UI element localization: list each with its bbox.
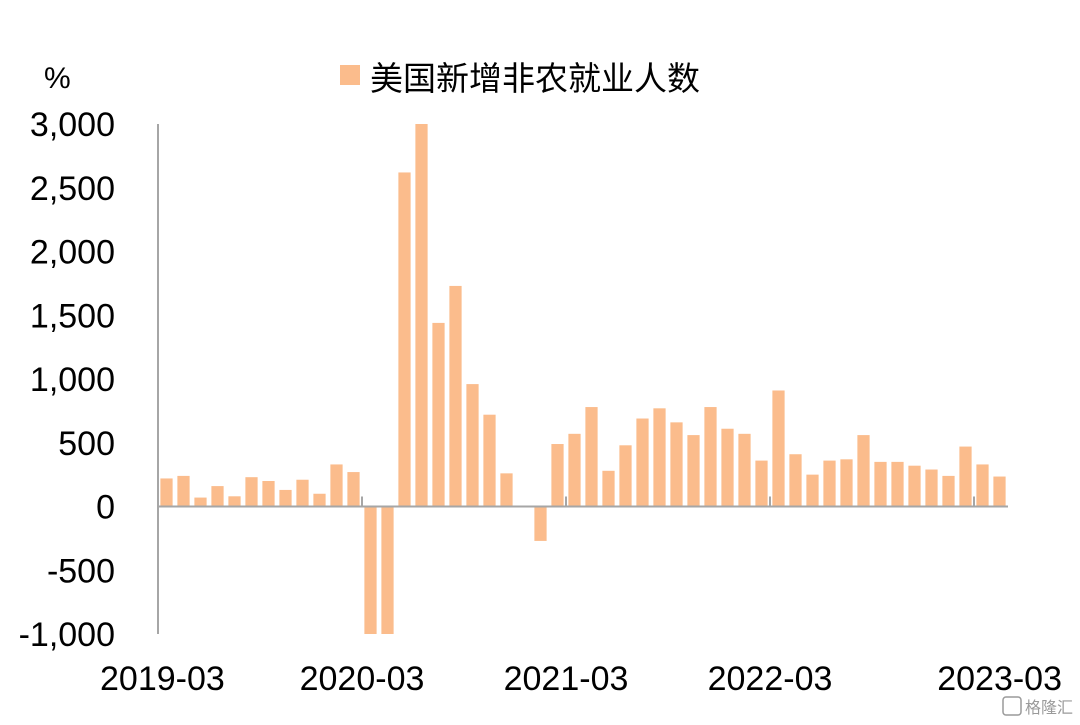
y-tick-label: -500 bbox=[47, 552, 115, 590]
bar bbox=[857, 435, 870, 507]
bar bbox=[432, 322, 445, 507]
bar bbox=[602, 470, 615, 507]
y-tick-label: 500 bbox=[58, 425, 115, 463]
x-tick-label: 2019-03 bbox=[100, 660, 225, 698]
bar bbox=[738, 433, 751, 507]
bar bbox=[500, 473, 513, 507]
legend-swatch bbox=[340, 65, 360, 85]
x-tick-label: 2020-03 bbox=[300, 660, 425, 698]
bars bbox=[160, 124, 1006, 634]
y-tick-label: 0 bbox=[96, 489, 115, 527]
bar bbox=[891, 461, 904, 507]
bar bbox=[177, 475, 190, 507]
bar bbox=[228, 496, 241, 507]
bar bbox=[755, 460, 768, 507]
bar bbox=[976, 464, 989, 507]
x-tick-label: 2022-03 bbox=[708, 660, 833, 698]
bar bbox=[959, 446, 972, 507]
bar bbox=[398, 172, 411, 507]
x-tick-label: 2023-03 bbox=[937, 660, 1062, 698]
bar bbox=[993, 476, 1006, 507]
legend: 美国新增非农就业人数 bbox=[340, 59, 700, 98]
bar bbox=[789, 454, 802, 507]
bar bbox=[636, 418, 649, 507]
bar bbox=[245, 477, 258, 507]
bar bbox=[653, 408, 666, 507]
bar bbox=[942, 475, 955, 507]
bar bbox=[415, 124, 428, 507]
bar bbox=[262, 481, 275, 507]
bar bbox=[194, 497, 207, 507]
bar bbox=[211, 486, 224, 507]
bar bbox=[925, 469, 938, 507]
x-tick-label: 2021-03 bbox=[504, 660, 629, 698]
y-axis-unit-label: % bbox=[44, 62, 71, 95]
bar bbox=[823, 460, 836, 507]
bar bbox=[330, 464, 343, 507]
bar bbox=[806, 474, 819, 507]
bar bbox=[296, 479, 309, 507]
x-axis-ticks: 2019-03 2020-03 2021-03 2022-03 2023-03 bbox=[100, 496, 1062, 698]
bar bbox=[534, 506, 547, 541]
watermark: 格隆汇 bbox=[1002, 696, 1073, 717]
bar bbox=[772, 390, 785, 507]
bar bbox=[840, 459, 853, 507]
y-tick-label: 2,500 bbox=[30, 170, 115, 208]
bar bbox=[160, 478, 173, 507]
bar bbox=[364, 506, 377, 634]
bar bbox=[551, 444, 564, 507]
bar bbox=[619, 445, 632, 507]
y-axis-ticks: 3,000 2,500 2,000 1,500 1,000 500 0 -500 -1,000 bbox=[19, 106, 115, 654]
bar bbox=[381, 506, 394, 634]
bar bbox=[670, 422, 683, 507]
y-tick-label: 1,500 bbox=[30, 297, 115, 335]
watermark-logo-icon bbox=[1002, 696, 1022, 716]
y-tick-label: 1,000 bbox=[30, 361, 115, 399]
watermark-text: 格隆汇 bbox=[1025, 698, 1073, 717]
bar bbox=[721, 428, 734, 507]
bar bbox=[585, 407, 598, 507]
bar bbox=[449, 285, 462, 507]
bar bbox=[483, 414, 496, 507]
bar bbox=[466, 384, 479, 507]
y-tick-label: -1,000 bbox=[19, 616, 115, 654]
y-tick-label: 2,000 bbox=[30, 234, 115, 272]
bar bbox=[687, 435, 700, 507]
bar bbox=[908, 465, 921, 507]
bar bbox=[874, 461, 887, 507]
bar bbox=[704, 407, 717, 507]
bar bbox=[313, 493, 326, 507]
bar bbox=[279, 489, 292, 507]
bar bbox=[347, 472, 360, 507]
y-tick-label: 3,000 bbox=[30, 106, 115, 144]
legend-label: 美国新增非农就业人数 bbox=[370, 59, 700, 98]
bar bbox=[568, 433, 581, 507]
